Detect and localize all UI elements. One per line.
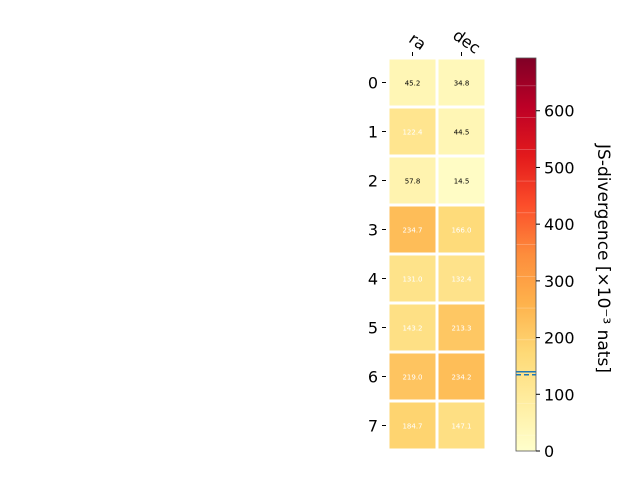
heatmap-cell [389,402,436,449]
heatmap-cell [438,206,485,253]
row-label: 6 [368,368,378,387]
heatmap-cell [389,255,436,302]
cell-value-label: 131.0 [402,276,422,284]
row-label: 2 [368,172,378,191]
row-label: 0 [368,74,378,93]
heatmap-cell [389,157,436,204]
cell-value-label: 184.7 [402,423,422,431]
colorbar-tick-label: 200 [544,329,575,348]
colorbar-tick-label: 500 [544,158,575,177]
row-label: 4 [368,270,378,289]
heatmap-cell [438,59,485,106]
row-label: 7 [368,417,378,436]
heatmap-cell [438,353,485,400]
cell-value-label: 44.5 [454,129,470,137]
column-label: dec [449,25,483,57]
heatmap-cell [389,304,436,351]
cell-value-label: 213.3 [451,325,471,333]
colorbar-tick-label: 400 [544,215,575,234]
colorbar-frame [515,57,537,452]
cell-value-label: 132.4 [451,276,472,284]
heatmap-cell [389,59,436,106]
heatmap-cell [438,108,485,155]
heatmap-cell [438,157,485,204]
cell-value-label: 234.2 [451,374,471,382]
cell-value-label: 234.7 [402,227,422,235]
cell-value-label: 57.8 [405,178,421,186]
column-label: ra [405,29,429,54]
row-label: 3 [368,221,378,240]
cell-value-label: 122.4 [402,129,423,137]
heatmap-cell [389,108,436,155]
colorbar-tick-label: 100 [544,385,575,404]
cell-value-label: 147.1 [451,423,471,431]
colorbar [516,58,536,451]
heatmap-cell [389,353,436,400]
cell-value-label: 219.0 [402,374,422,382]
row-label: 5 [368,319,378,338]
cell-value-label: 14.5 [454,178,470,186]
colorbar-label: JS-divergence [×10⁻³ nats] [593,143,613,373]
row-label: 1 [368,123,378,142]
colorbar-tick-label: 0 [544,442,554,461]
colorbar-tick-label: 600 [544,102,575,121]
cell-value-label: 34.8 [454,80,470,88]
heatmap-cell [438,304,485,351]
heatmap-cell [438,255,485,302]
cell-value-label: 166.0 [451,227,471,235]
cell-value-label: 45.2 [405,80,421,88]
heatmap-cell [438,402,485,449]
colorbar-tick-label: 300 [544,272,575,291]
heatmap-cell [389,206,436,253]
cell-value-label: 143.2 [402,325,422,333]
